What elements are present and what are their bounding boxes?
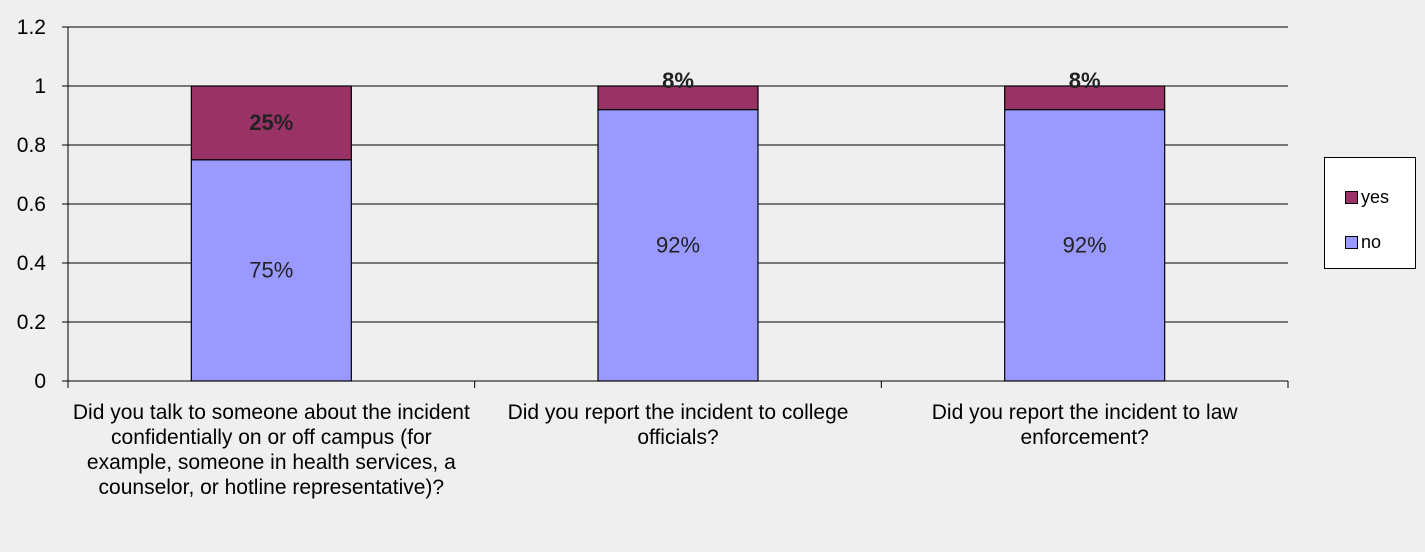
x-tick-label-1: Did you talk to someone about the incide… [72,401,470,499]
x-axis-labels: Did you talk to someone about the incide… [68,400,1288,550]
data-label-no-1: 75% [249,257,293,282]
y-tick-label: 0 [34,370,46,393]
legend: yes no [1324,157,1416,269]
legend-label-yes: yes [1361,186,1390,207]
bar-yes-3 [1004,85,1166,111]
bar-no-2 [597,108,759,382]
legend-swatch-yes [1345,190,1358,204]
y-tick-label: 0.6 [17,193,46,216]
bar-no-3 [1004,108,1166,382]
legend-item-no: no [1345,232,1381,252]
data-label-no-3: 92% [1063,232,1107,257]
bar-yes-2 [597,85,759,111]
data-label-no-2: 92% [656,232,700,257]
x-tick-label-3: Did you report the incident to law enfor… [931,401,1238,449]
y-tick-label: 0.4 [17,252,47,275]
data-label-yes-2: 8% [662,68,694,93]
y-tick-label: 0.8 [17,134,46,157]
x-tick-label-2: Did you report the incident to college o… [507,401,849,449]
legend-label-no: no [1361,231,1382,252]
bar-yes-1 [190,85,352,161]
data-label-yes-1: 25% [249,110,293,135]
y-tick-label: 1.2 [17,16,46,39]
legend-swatch-no [1345,235,1358,249]
legend-item-yes: yes [1345,187,1389,207]
y-tick-label: 1 [34,75,46,98]
bar-no-1 [190,159,352,382]
data-label-yes-3: 8% [1069,68,1101,93]
y-tick-label: 0.2 [17,311,46,334]
